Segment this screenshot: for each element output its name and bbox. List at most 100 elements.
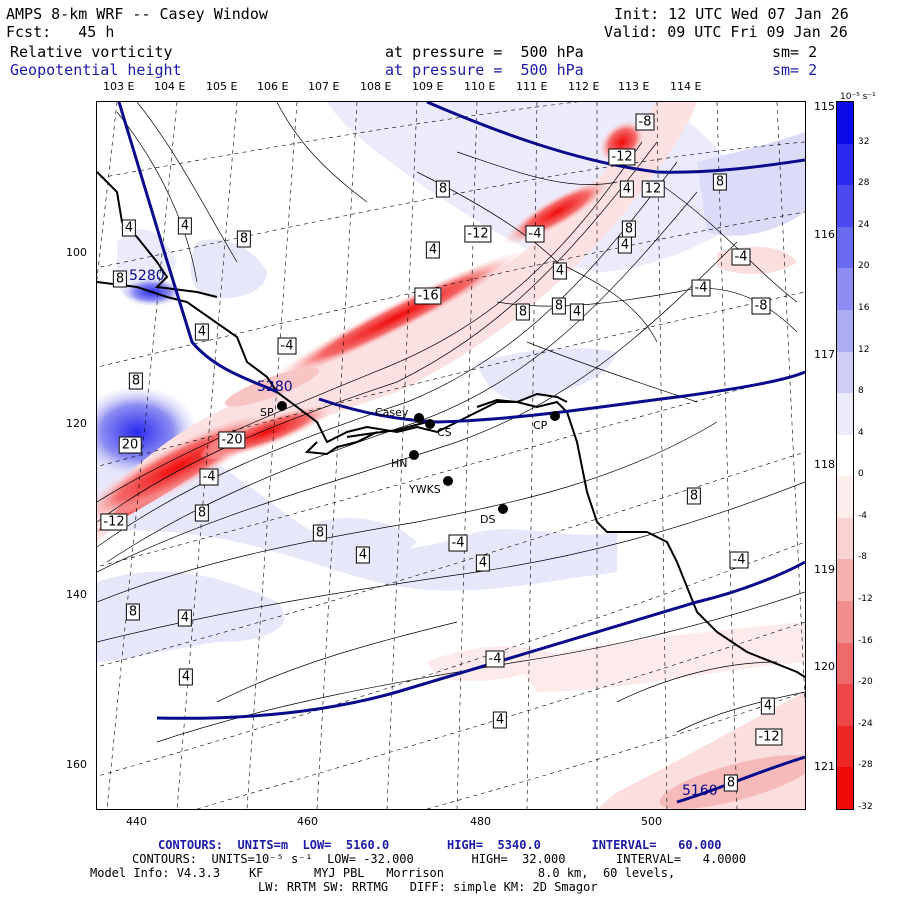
colorbar-segment [837,767,853,810]
contour-value-label: -4 [729,551,749,569]
contour-value-label: 4 [425,241,441,259]
contour-value-label: -4 [448,534,468,552]
colorbar-tick-label: -4 [858,510,867,521]
height-label-5280-b: 5280 [129,268,165,284]
contour-value-label: -4 [199,468,219,486]
contour-value-label: 4 [760,697,776,715]
field1-smoothing: sm= 2 [772,43,818,61]
colorbar-tick-label: -28 [858,760,873,771]
colorbar-tick-label: 20 [858,261,870,272]
contour-value-label: 8 [515,303,531,321]
contour-value-label: -4 [485,650,505,668]
station-label: Casey [375,406,409,419]
colorbar-tick-label: 0 [858,469,864,480]
colorbar-tick-label: -16 [858,635,873,646]
contour-value-label: 4 [617,236,633,254]
contour-value-label: -12 [100,513,128,531]
contour-value-label: 4 [569,303,585,321]
colorbar-unit: 10⁻⁵ s⁻¹ [840,92,876,102]
contour-value-label: 8 [435,180,451,198]
field2-level: at pressure = 500 hPa [385,61,584,79]
y-tick-label: 140 [66,588,87,601]
contour-value-label: -8 [635,113,655,131]
contour-value-label: 4 [121,219,137,237]
colorbar-tick-label: -32 [858,802,873,812]
colorbar-tick-label: -24 [858,718,873,729]
contour-value-label: 8 [312,524,328,542]
station-marker [277,401,287,411]
colorbar-segment [837,185,853,228]
top-lon-label: 112 E [568,80,600,93]
contour-value-label: 8 [686,487,702,505]
y-tick-label: 100 [66,246,87,259]
geopotential-height-contours [117,102,805,804]
station-label: DS [480,513,496,526]
top-lon-label: 108 E [360,80,392,93]
contour-value-label: 4 [178,668,194,686]
init-time: Init: 12 UTC Wed 07 Jan 26 [614,5,849,23]
top-lon-label: 111 E [516,80,548,93]
footer-height-contours: CONTOURS: UNITS=m LOW= 5160.0 HIGH= 5340… [158,838,722,852]
colorbar-tick-label: 12 [858,344,870,355]
field1-name: Relative vorticity [10,43,173,61]
station-marker [414,413,424,423]
footer-vorticity-contours: CONTOURS: UNITS=10⁻⁵ s⁻¹ LOW= -32.000 HI… [132,852,747,866]
y-tick-label: 120 [66,417,87,430]
strong-negative-cores [97,120,805,809]
top-lon-label: 107 E [308,80,340,93]
y-tick-label: 160 [66,758,87,771]
top-lon-label: 103 E [103,80,135,93]
top-lon-label: 106 E [257,80,289,93]
vorticity-contours [97,102,805,743]
colorbar [836,101,854,810]
contour-value-label: 20 [118,436,142,454]
station-label: YWKS [409,483,441,496]
station-marker [498,504,508,514]
contour-value-label: -20 [218,431,246,449]
contour-value-label: 8 [125,603,141,621]
field2-name: Geopotential height [10,61,182,79]
contour-value-label: 4 [177,609,193,627]
contour-value-label: 8 [128,372,144,390]
contour-value-label: -4 [691,279,711,297]
x-tick-label: 480 [470,815,491,828]
valid-time: Valid: 09 UTC Fri 09 Jan 26 [604,23,848,41]
map-panel[interactable]: 5280 5160 5280 -8 -12 4 8 12 8 4 -12 -4 4 8 8 4 -4 4 8-… [96,101,806,810]
contour-value-label: 8 [112,270,128,288]
colorbar-segment [837,226,853,269]
colorbar-segment [837,268,853,311]
station-marker [443,476,453,486]
x-tick-label: 500 [641,815,662,828]
field2-smoothing: sm= 2 [772,61,818,79]
station-label: SP [260,406,274,419]
colorbar-tick-label: -8 [858,552,867,563]
colorbar-segment [837,684,853,727]
colorbar-segment [837,476,853,519]
station-marker [550,411,560,421]
footer-model-info: Model Info: V4.3.3 KF MYJ PBL Morrison 8… [90,866,676,880]
contour-value-label: 8 [723,774,739,792]
contour-value-label: 4 [552,262,568,280]
colorbar-tick-label: 4 [858,427,864,438]
contour-value-label: -12 [755,728,783,746]
contour-value-label: 8 [621,220,637,238]
colorbar-tick-label: -20 [858,677,873,688]
colorbar-segment [837,559,853,602]
top-lon-label: 104 E [154,80,186,93]
contour-value-label: -16 [414,287,442,305]
colorbar-tick-label: -12 [858,594,873,605]
colorbar-tick-label: 32 [858,136,870,147]
lat-lon-grid [97,102,805,809]
colorbar-segment [837,351,853,394]
colorbar-tick-label: 8 [858,386,864,397]
contour-value-label: -12 [464,225,492,243]
top-lon-label: 110 E [464,80,496,93]
station-marker [425,419,435,429]
coastline [97,171,805,678]
contour-value-label: 8 [712,173,728,191]
forecast-hour: Fcst: 45 h [6,23,115,41]
colorbar-segment [837,601,853,644]
colorbar-segment [837,393,853,436]
colorbar-segment [837,143,853,186]
product-title: AMPS 8-km WRF -- Casey Window [6,5,268,23]
